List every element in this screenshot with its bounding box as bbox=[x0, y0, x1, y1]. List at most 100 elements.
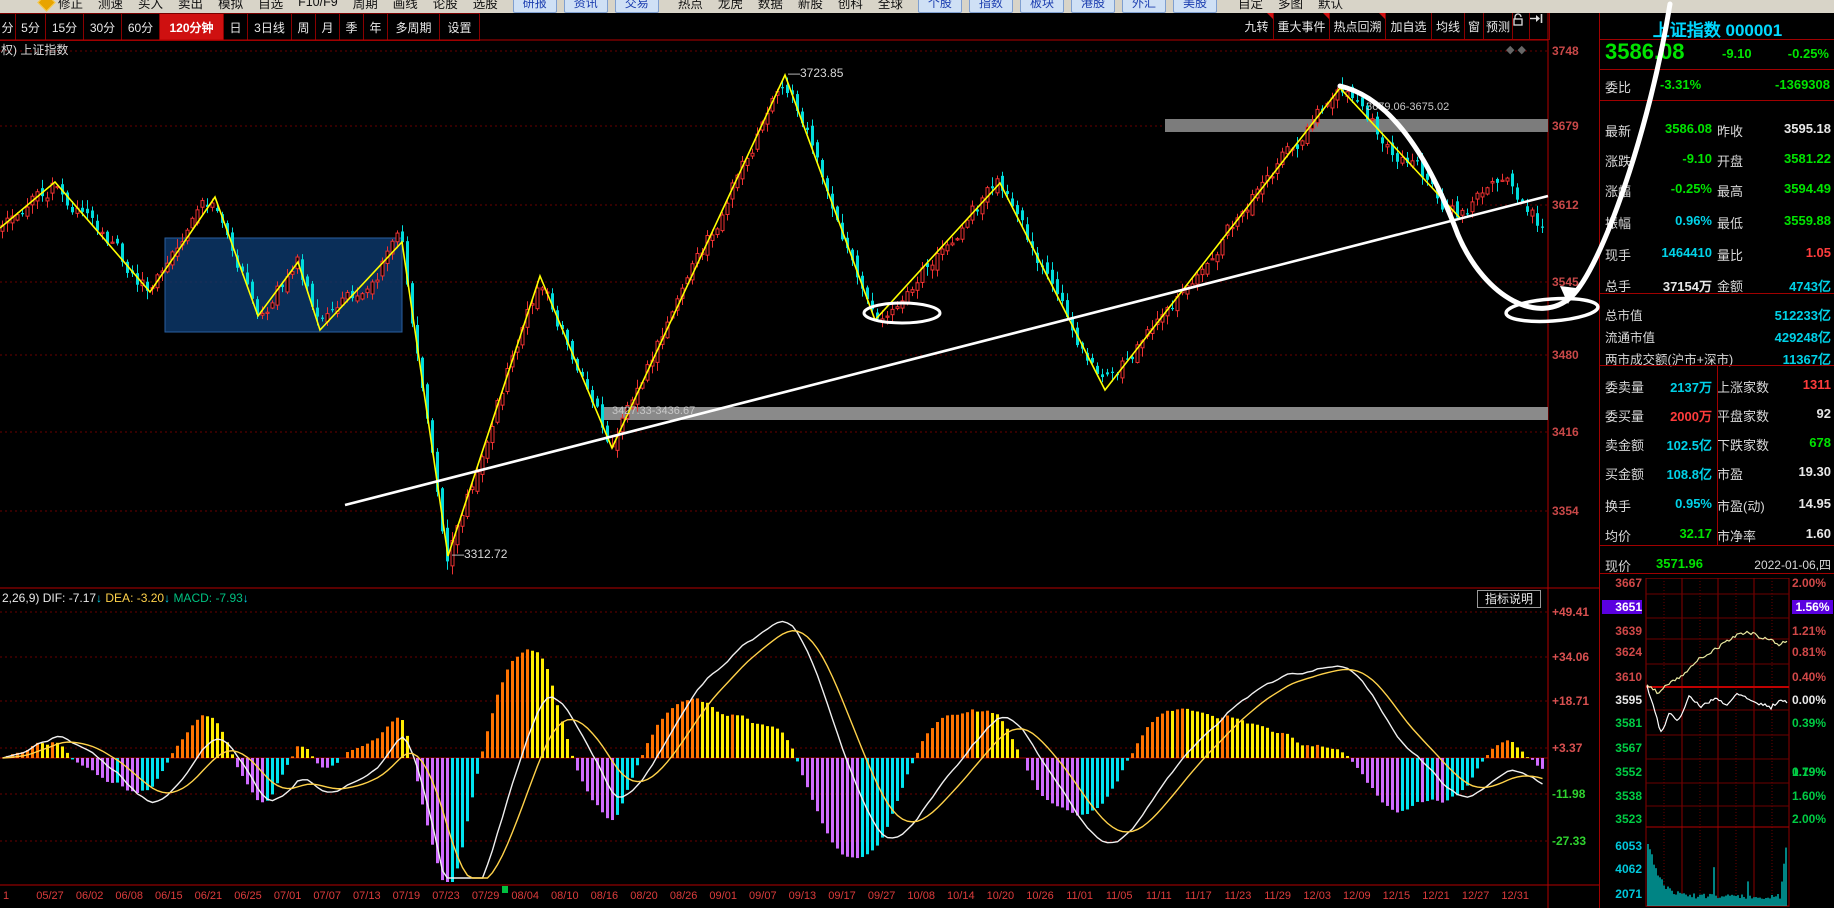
menu-item-4[interactable]: 模拟 bbox=[218, 0, 244, 11]
mini-pct-label-2: 1.21% bbox=[1792, 624, 1827, 638]
date-label-09/07: 09/07 bbox=[749, 890, 777, 902]
panel-separator bbox=[1600, 69, 1834, 70]
menu-button-b-4[interactable]: 外汇 bbox=[1121, 0, 1166, 13]
date-label-10/14: 10/14 bbox=[947, 890, 975, 902]
price-axis-label-3545: 3545 bbox=[1552, 275, 1579, 289]
date-label-09/27: 09/27 bbox=[867, 890, 896, 902]
date-label-07/19: 07/19 bbox=[392, 890, 421, 902]
intraday-mini-chart bbox=[1645, 578, 1790, 907]
menu-right-item-1[interactable]: 多图 bbox=[1278, 0, 1304, 11]
menu-button-b-5[interactable]: 美股 bbox=[1172, 0, 1217, 13]
mini-price-label-6053: 6053 bbox=[1615, 839, 1642, 853]
date-label-08/04: 08/04 bbox=[511, 890, 539, 902]
date-label-08/26: 08/26 bbox=[669, 890, 698, 902]
mini-pct-label-8: 1.19% bbox=[1792, 765, 1827, 779]
mini-pct-label-0: 2.00% bbox=[1792, 576, 1827, 590]
panel-separator bbox=[1600, 293, 1834, 294]
quote-single-row-2: 两市成交额(沪市+深市) 11367亿 bbox=[1605, 352, 1831, 367]
mini-price-label-3624: 3624 bbox=[1615, 645, 1642, 659]
date-label-07/07: 07/07 bbox=[313, 890, 341, 902]
menu-button-a-1[interactable]: 资讯 bbox=[563, 0, 608, 13]
menu-item2-5[interactable]: 全球 bbox=[877, 0, 903, 11]
quote-pair-row-1: 涨跌 -9.10 开盘 3581.22 bbox=[1605, 151, 1831, 169]
quote-pair-row-10: 换手 0.95% 市盈(动) 14.95 bbox=[1605, 496, 1831, 514]
indicator-help-button[interactable]: 指标说明 bbox=[1477, 590, 1541, 608]
price-axis-label-3416: 3416 bbox=[1552, 425, 1579, 439]
quote-pair-row-2: 涨幅 -0.25% 最高 3594.49 bbox=[1605, 181, 1831, 199]
date-label-06/15: 06/15 bbox=[155, 890, 183, 902]
macd-axis-label: -27.33 bbox=[1552, 834, 1587, 848]
date-label-08/10: 08/10 bbox=[551, 890, 579, 902]
date-label-06/02: 06/02 bbox=[75, 890, 104, 902]
menu-item-3[interactable]: 卖出 bbox=[178, 0, 204, 11]
mini-price-label-3639: 3639 bbox=[1615, 624, 1642, 638]
period-toolbar: 分 5分 15分 30分 60分 120分钟日 3日线周月季年多周期 设置 bbox=[0, 13, 480, 41]
date-label-08/20: 08/20 bbox=[630, 890, 658, 902]
price-axis-label-3612: 3612 bbox=[1552, 198, 1579, 212]
menu-item-8[interactable]: 画线 bbox=[392, 0, 418, 11]
chart-marker-diamonds-icon: ◆◆ bbox=[1506, 44, 1529, 56]
menu-button-a-2[interactable]: 交易 bbox=[614, 0, 659, 13]
date-label-partial: 1 bbox=[2, 890, 10, 902]
menu-item2-0[interactable]: 热点 bbox=[677, 0, 703, 11]
menu-item2-3[interactable]: 新股 bbox=[797, 0, 823, 11]
quote-pair-row-0: 最新 3586.08 昨收 3595.18 bbox=[1605, 121, 1831, 139]
menu-button-b-1[interactable]: 指数 bbox=[968, 0, 1013, 13]
menu-button-b-2[interactable]: 板块 bbox=[1019, 0, 1064, 13]
menu-right-item-0[interactable]: 自定 bbox=[1238, 0, 1264, 11]
date-label-10/20: 10/20 bbox=[986, 890, 1015, 902]
menu-item-2[interactable]: 买入 bbox=[138, 0, 164, 11]
menu-right-item-2[interactable]: 默认 bbox=[1318, 0, 1344, 11]
mini-price-label-3610: 3610 bbox=[1615, 670, 1642, 684]
date-label-11/17: 11/17 bbox=[1185, 890, 1212, 902]
gap-zone-label-upper: 3679.06-3675.02 bbox=[1366, 101, 1450, 113]
menu-item-7[interactable]: 周期 bbox=[352, 0, 378, 11]
price-change: -9.10 bbox=[1722, 46, 1752, 61]
date-label-07/23: 07/23 bbox=[432, 890, 460, 902]
mini-pct-label-7: 0.79% bbox=[1792, 765, 1827, 779]
mini-price-label-3523: 3523 bbox=[1615, 812, 1642, 826]
macd-axis-label: +3.37 bbox=[1552, 741, 1583, 755]
macd-macd-value: MACD: -7.93 bbox=[173, 591, 243, 605]
date-label-11/01: 11/01 bbox=[1066, 890, 1093, 902]
mini-price-label-3595: 3595 bbox=[1615, 693, 1642, 707]
quote-pair-row-8: 卖金额 102.5亿 下跌家数 678 bbox=[1605, 435, 1831, 453]
menu-button-b-0[interactable]: 个股 bbox=[917, 0, 962, 13]
menu-item2-1[interactable]: 龙虎 bbox=[717, 0, 743, 11]
menu-item-9[interactable]: 论股 bbox=[432, 0, 458, 11]
date-label-06/21: 06/21 bbox=[194, 890, 223, 902]
menu-item-10[interactable]: 选股 bbox=[472, 0, 498, 11]
menu-button-b-3[interactable]: 港股 bbox=[1070, 0, 1115, 13]
menu-item-5[interactable]: 自选 bbox=[258, 0, 284, 11]
menu-item2-4[interactable]: 创科 bbox=[837, 0, 863, 11]
mini-price-label-2071: 2071 bbox=[1615, 887, 1642, 901]
menu-button-a-0[interactable]: 研报 bbox=[512, 0, 557, 13]
menu-item-1[interactable]: 测速 bbox=[98, 0, 124, 11]
menu-item-6[interactable]: F10/F9 bbox=[298, 0, 338, 9]
date-label-12/27: 12/27 bbox=[1461, 890, 1490, 902]
mini-pct-label-10: 2.00% bbox=[1792, 812, 1827, 826]
menu-item2-2[interactable]: 数据 bbox=[757, 0, 783, 11]
chart-symbol-label: 权) 上证指数 bbox=[1, 43, 69, 57]
price-axis-label-3679: 3679 bbox=[1552, 119, 1579, 133]
date-label-11/29: 11/29 bbox=[1264, 890, 1291, 902]
mini-pct-label-5: 0.00% bbox=[1792, 693, 1827, 707]
gap-zone-label-lower: 3427.33-3436.67 bbox=[612, 405, 696, 417]
panel-separator bbox=[1600, 39, 1834, 40]
date-label-12/31: 12/31 bbox=[1501, 890, 1529, 902]
date-label-05/27: 05/27 bbox=[36, 890, 64, 902]
mini-price-label-3667: 3667 bbox=[1615, 576, 1642, 590]
macd-indicator-header: 2,26,9) DIF: -7.17↓ DEA: -3.20↓ MACD: -7… bbox=[2, 591, 249, 605]
date-label-10/08: 10/08 bbox=[907, 890, 935, 902]
quote-pair-row-6: 委卖量 2137万 上涨家数 1311 bbox=[1605, 377, 1831, 395]
mini-pct-label-9: 1.60% bbox=[1792, 789, 1827, 803]
mini-pct-label-1: 1.56% bbox=[1792, 600, 1833, 614]
menu-item-0[interactable]: 修正 bbox=[58, 0, 84, 11]
macd-dif-value: 2,26,9) DIF: -7.17 bbox=[2, 591, 97, 605]
date-label-12/21: 12/21 bbox=[1422, 890, 1450, 902]
macd-axis-label: +18.71 bbox=[1552, 694, 1590, 708]
date-label-11/05: 11/05 bbox=[1105, 890, 1133, 902]
date-label-07/01: 07/01 bbox=[273, 890, 302, 902]
